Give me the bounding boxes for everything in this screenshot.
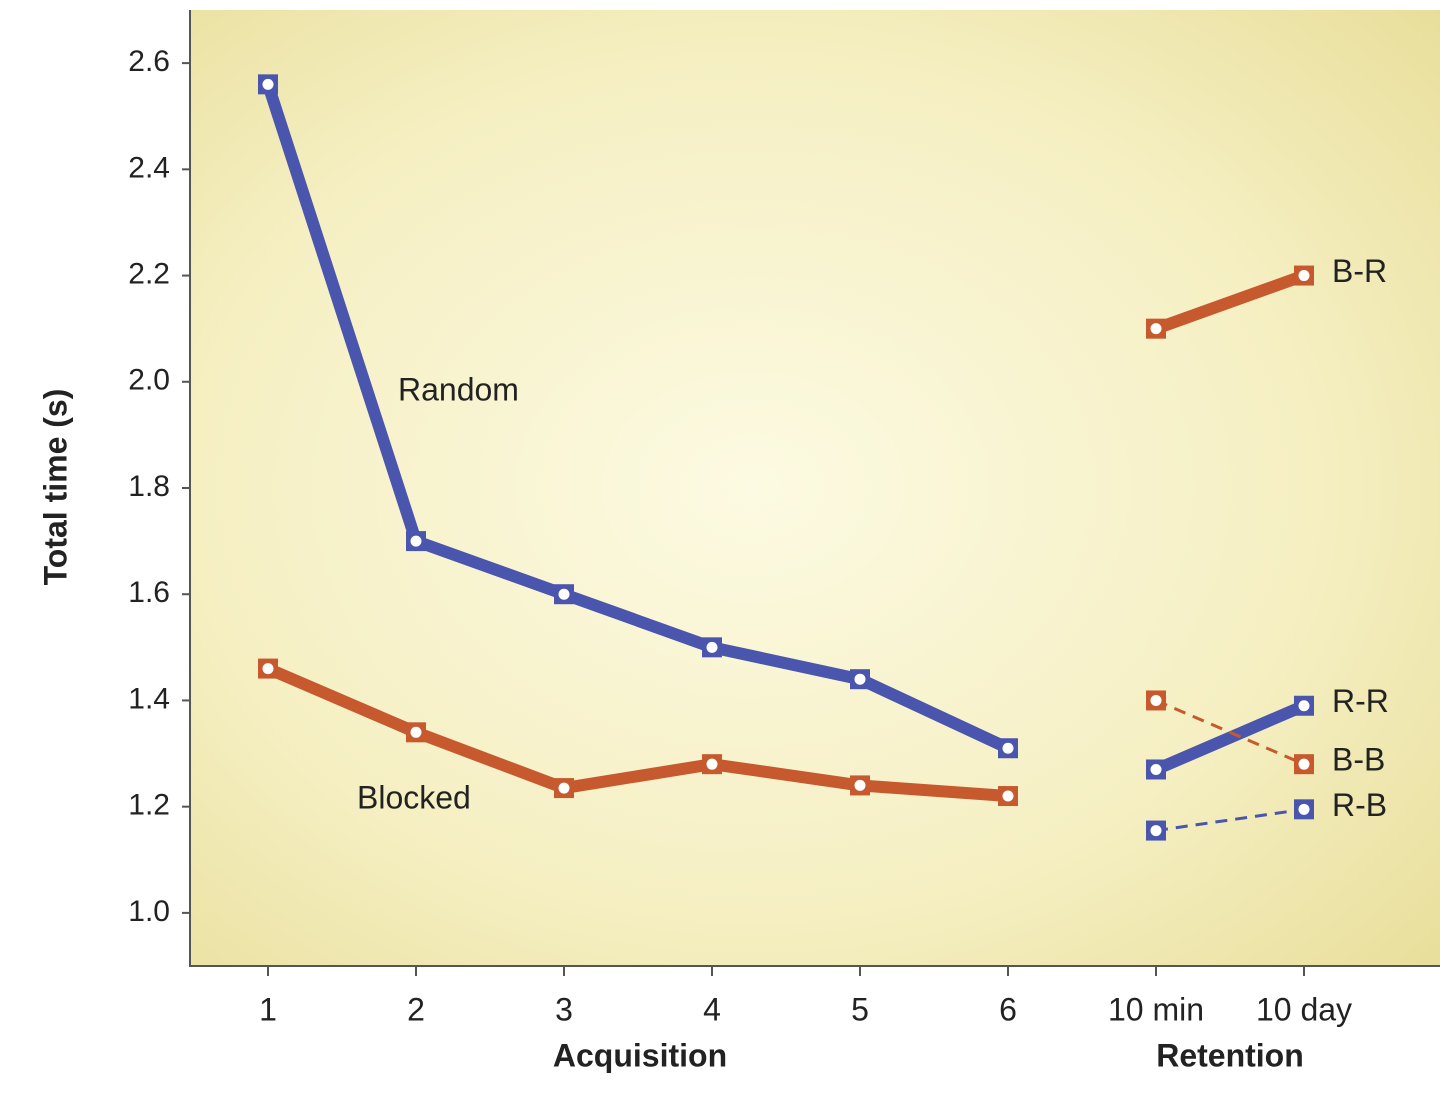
marker-dot	[558, 588, 570, 600]
x-tick-label: 5	[851, 991, 869, 1027]
marker	[1146, 690, 1166, 711]
series-line	[1155, 699, 1305, 766]
marker-dot	[854, 673, 866, 685]
x-tick-label: 6	[999, 991, 1017, 1027]
marker-dot	[1298, 758, 1310, 770]
marker-dot	[1150, 694, 1162, 706]
y-axis-label: Total time (s)	[37, 389, 73, 586]
marker	[702, 754, 722, 775]
marker	[258, 658, 278, 679]
marker	[1294, 754, 1314, 775]
y-tick-label: 1.8	[128, 470, 170, 503]
marker	[1294, 265, 1314, 286]
y-tick-label: 1.2	[128, 789, 170, 822]
x-group-label: Retention	[1156, 1037, 1304, 1073]
marker	[850, 775, 870, 796]
series-label: B-B	[1332, 742, 1385, 778]
y-tick-label: 2.2	[128, 257, 170, 290]
series-label: Blocked	[357, 779, 471, 815]
series-label: R-B	[1332, 787, 1387, 823]
marker	[850, 669, 870, 690]
marker-dot	[410, 535, 422, 547]
marker-dot	[706, 641, 718, 653]
x-tick-label: 1	[259, 991, 277, 1027]
y-tick-label: 2.0	[128, 364, 170, 397]
y-tick-label: 2.6	[128, 45, 170, 78]
marker-dot	[262, 78, 274, 90]
marker-dot	[1150, 825, 1162, 837]
series-line	[1155, 807, 1305, 833]
marker	[998, 786, 1018, 807]
series-label: R-R	[1332, 683, 1389, 719]
x-tick-label: 10 day	[1256, 991, 1352, 1027]
y-tick-label: 1.0	[128, 895, 170, 928]
x-group-label: Acquisition	[553, 1037, 727, 1073]
marker-dot	[558, 782, 570, 794]
marker	[702, 637, 722, 658]
marker	[1294, 695, 1314, 716]
series-label: B-R	[1332, 253, 1387, 289]
marker	[1146, 820, 1166, 841]
marker-dot	[1002, 742, 1014, 754]
series-line	[1153, 269, 1307, 335]
marker-dot	[262, 663, 274, 675]
plot-background	[190, 10, 1440, 965]
x-tick-label: 10 min	[1108, 991, 1204, 1027]
series-line	[262, 82, 1011, 754]
marker	[1294, 799, 1314, 820]
marker-dot	[410, 726, 422, 738]
series-line	[265, 663, 1009, 803]
marker	[554, 584, 574, 605]
marker-dot	[1002, 790, 1014, 802]
marker	[406, 531, 426, 552]
y-tick-label: 2.4	[128, 151, 170, 184]
x-tick-label: 2	[407, 991, 425, 1027]
marker-dot	[1150, 323, 1162, 335]
marker-dot	[1298, 803, 1310, 815]
marker	[258, 74, 278, 95]
series-line	[1153, 700, 1307, 775]
marker	[1146, 759, 1166, 780]
marker-dot	[1150, 763, 1162, 775]
marker-dot	[706, 758, 718, 770]
marker-dot	[1298, 700, 1310, 712]
marker	[1146, 318, 1166, 339]
marker	[554, 778, 574, 799]
marker	[406, 722, 426, 743]
marker	[998, 738, 1018, 759]
x-tick-label: 3	[555, 991, 573, 1027]
marker-dot	[854, 779, 866, 791]
y-tick-label: 1.6	[128, 576, 170, 609]
marker-dot	[1298, 270, 1310, 282]
x-tick-label: 4	[703, 991, 721, 1027]
series-label: Random	[398, 371, 519, 407]
y-tick-label: 1.4	[128, 682, 170, 715]
